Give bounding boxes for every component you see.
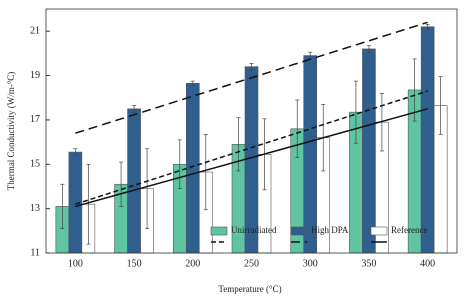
plot-frame bbox=[45, 8, 458, 254]
trend-line bbox=[75, 90, 428, 205]
x-tick-label: 150 bbox=[127, 258, 142, 269]
bar bbox=[303, 55, 318, 254]
x-axis-label: Temperature (°C) bbox=[218, 284, 281, 294]
y-tick-label: 17 bbox=[30, 114, 40, 125]
legend-label: Unirradiated bbox=[231, 225, 277, 235]
y-tick-label: 13 bbox=[30, 203, 40, 214]
y-tick-label: 21 bbox=[30, 25, 40, 36]
bar bbox=[127, 108, 141, 254]
x-tick-label: 250 bbox=[244, 258, 259, 269]
x-tick-label: 300 bbox=[303, 258, 318, 269]
y-tick-label: 11 bbox=[30, 247, 40, 258]
legend-swatch bbox=[210, 226, 228, 236]
legend-swatch bbox=[290, 226, 308, 236]
x-tick-label: 100 bbox=[68, 258, 83, 269]
x-tick-label: 200 bbox=[185, 258, 200, 269]
x-tick-label: 400 bbox=[420, 258, 435, 269]
legend-swatch bbox=[370, 226, 388, 236]
x-tick-label: 350 bbox=[361, 258, 376, 269]
y-tick-label: 15 bbox=[30, 159, 40, 170]
legend-label: High DPA bbox=[311, 225, 349, 235]
bar bbox=[362, 48, 376, 254]
bar bbox=[420, 26, 435, 254]
legend-label: Reference bbox=[391, 225, 427, 235]
bar bbox=[185, 83, 200, 254]
trend-line bbox=[75, 108, 428, 208]
y-tick-label: 19 bbox=[30, 70, 40, 81]
y-axis-label: Thermal Conductivity (W/m-°C) bbox=[6, 72, 16, 191]
trend-line bbox=[75, 21, 428, 134]
